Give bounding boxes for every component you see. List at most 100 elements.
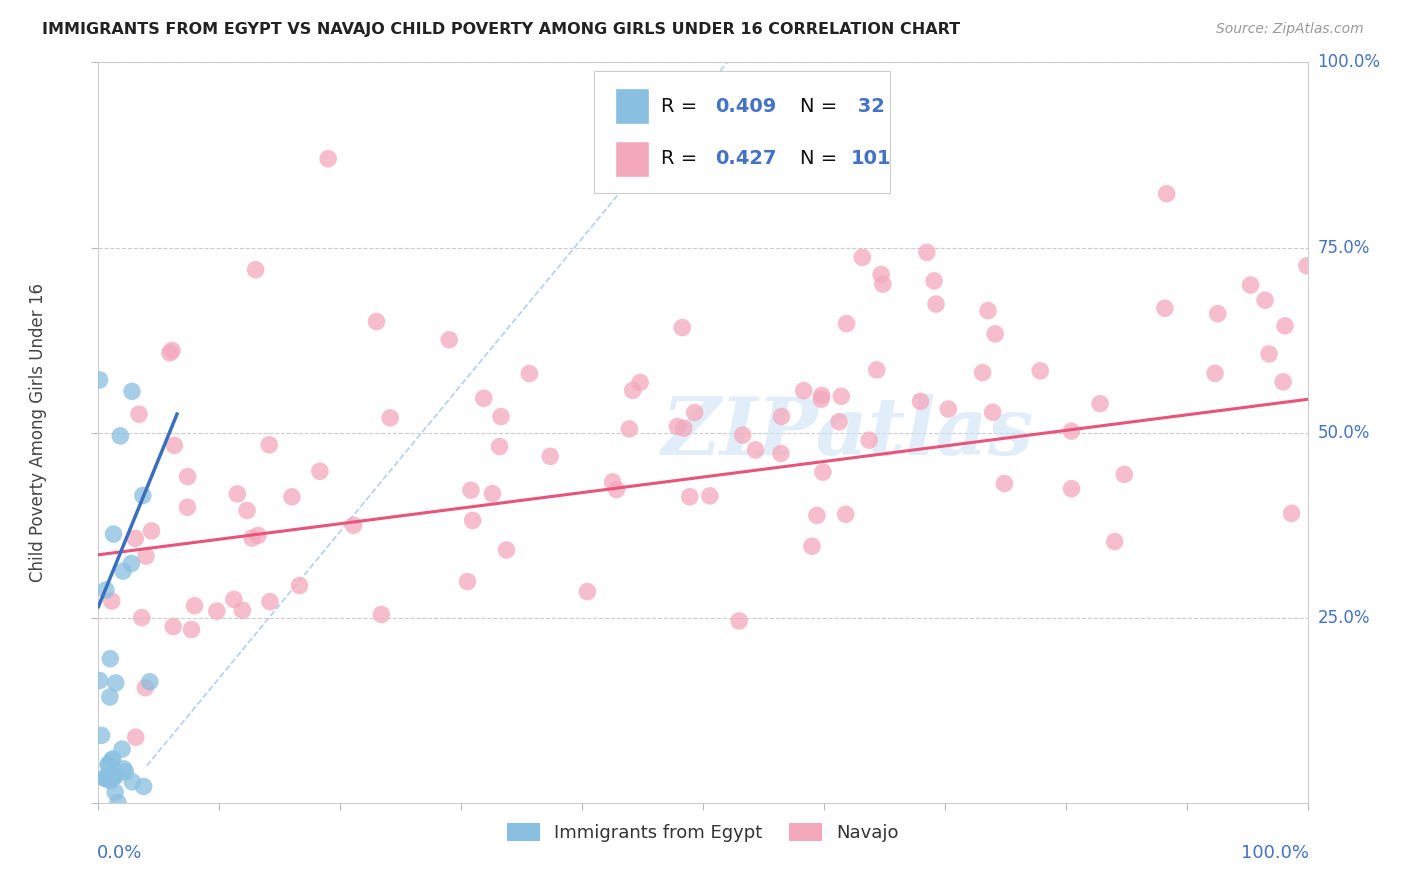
Point — [770, 409, 793, 424]
Point — [495, 543, 517, 558]
Point — [972, 366, 994, 380]
Point — [163, 438, 186, 452]
Point — [121, 775, 143, 789]
Text: Child Poverty Among Girls Under 16: Child Poverty Among Girls Under 16 — [30, 283, 46, 582]
Point — [124, 532, 146, 546]
Point — [308, 464, 330, 478]
Point — [810, 388, 832, 402]
Point — [110, 429, 132, 443]
Point — [1156, 186, 1178, 201]
FancyBboxPatch shape — [595, 71, 890, 194]
Text: 0.0%: 0.0% — [97, 844, 142, 862]
Text: 100.0%: 100.0% — [1317, 54, 1381, 71]
Point — [378, 410, 401, 425]
Point — [481, 486, 503, 500]
Point — [981, 405, 1004, 419]
Point — [1206, 307, 1229, 321]
Point — [936, 402, 959, 417]
Point — [835, 317, 858, 331]
Point — [858, 433, 880, 447]
Point — [131, 610, 153, 624]
Point — [159, 346, 181, 360]
Point — [460, 483, 482, 498]
Legend: Immigrants from Egypt, Navajo: Immigrants from Egypt, Navajo — [501, 815, 905, 849]
Point — [281, 490, 304, 504]
Point — [683, 405, 706, 419]
Point — [128, 407, 150, 421]
Text: N =: N = — [800, 149, 844, 169]
Point — [851, 251, 873, 265]
Point — [744, 442, 766, 457]
Point — [834, 508, 856, 522]
Point — [605, 483, 627, 497]
Point — [94, 582, 117, 597]
Point — [134, 681, 156, 695]
Point — [288, 578, 311, 592]
Point — [104, 785, 127, 799]
Point — [247, 528, 270, 542]
Point — [977, 303, 1000, 318]
Text: 32: 32 — [851, 96, 884, 115]
Point — [125, 731, 148, 745]
Point — [205, 604, 228, 618]
Point — [100, 594, 122, 608]
Point — [1239, 278, 1261, 293]
Point — [176, 500, 198, 515]
Point — [236, 503, 259, 517]
Point — [94, 772, 117, 786]
Point — [915, 245, 938, 260]
Text: R =: R = — [661, 149, 703, 169]
Point — [160, 343, 183, 358]
Point — [619, 422, 641, 436]
Point — [104, 769, 127, 783]
Point — [621, 384, 644, 398]
Point — [811, 465, 834, 479]
Text: 101: 101 — [851, 149, 891, 169]
Point — [94, 771, 117, 785]
Point — [257, 438, 280, 452]
Point — [1281, 507, 1303, 521]
Point — [731, 428, 754, 442]
Point — [100, 753, 122, 767]
Point — [679, 490, 702, 504]
Text: 50.0%: 50.0% — [1317, 424, 1369, 442]
Point — [984, 326, 1007, 341]
Point — [1153, 301, 1175, 316]
Point — [830, 389, 852, 403]
Point — [1258, 347, 1281, 361]
Point — [628, 376, 651, 390]
Text: IMMIGRANTS FROM EGYPT VS NAVAJO CHILD POVERTY AMONG GIRLS UNDER 16 CORRELATION C: IMMIGRANTS FROM EGYPT VS NAVAJO CHILD PO… — [42, 22, 960, 37]
Point — [769, 446, 792, 460]
Point — [439, 333, 461, 347]
Point — [111, 564, 134, 578]
Point — [993, 476, 1015, 491]
Point — [342, 518, 364, 533]
Point — [97, 758, 120, 772]
Point — [472, 391, 495, 405]
Point — [245, 262, 267, 277]
Point — [1295, 259, 1317, 273]
Text: 0.427: 0.427 — [716, 149, 776, 169]
Point — [93, 771, 115, 785]
Point — [111, 742, 134, 756]
Text: 0.409: 0.409 — [716, 96, 776, 115]
Point — [870, 268, 893, 282]
FancyBboxPatch shape — [614, 141, 648, 177]
Text: 100.0%: 100.0% — [1240, 844, 1309, 862]
Point — [120, 557, 142, 571]
Point — [1274, 318, 1296, 333]
Point — [259, 594, 281, 608]
Point — [112, 762, 135, 776]
Point — [866, 363, 889, 377]
Text: 25.0%: 25.0% — [1317, 608, 1369, 627]
Point — [180, 623, 202, 637]
Point — [672, 421, 695, 435]
Point — [1029, 364, 1052, 378]
Point — [121, 384, 143, 399]
Point — [602, 475, 624, 489]
Point — [103, 527, 125, 541]
Point — [107, 796, 129, 810]
Point — [231, 603, 253, 617]
Point — [176, 469, 198, 483]
Point — [671, 320, 693, 334]
